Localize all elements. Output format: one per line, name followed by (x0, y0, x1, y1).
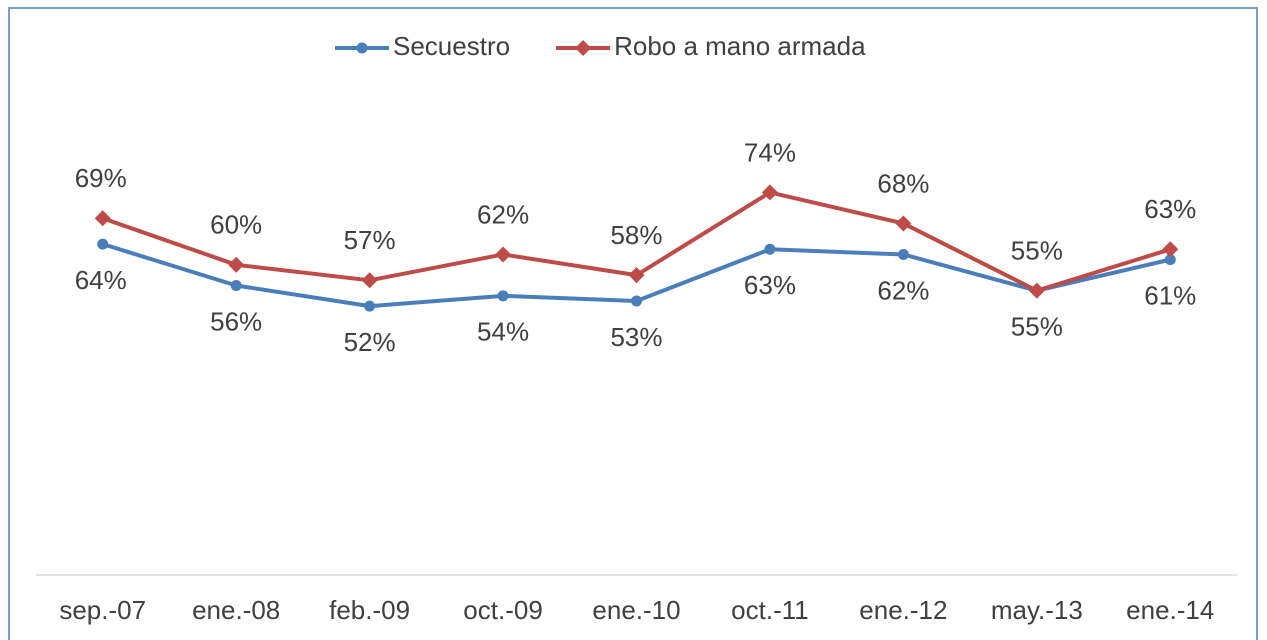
data-label: 63% (1144, 194, 1196, 224)
data-label: 55% (1011, 236, 1063, 266)
data-label: 62% (877, 275, 929, 305)
diamond-marker (1028, 282, 1045, 299)
diamond-marker (228, 256, 245, 273)
chart-frame (8, 7, 1258, 640)
circle-marker (1164, 254, 1176, 266)
data-label: 52% (344, 327, 396, 357)
data-label: 64% (75, 265, 127, 295)
data-label: 58% (610, 220, 662, 250)
data-label: 62% (477, 199, 529, 229)
x-tick-label: feb.-09 (329, 595, 410, 625)
data-label: 69% (75, 163, 127, 193)
data-label: 74% (744, 137, 796, 167)
diamond-marker (94, 210, 111, 227)
diamond-marker (575, 40, 592, 56)
data-label: 63% (744, 270, 796, 300)
x-tick-label: oct.-09 (463, 595, 543, 625)
data-label: 61% (1144, 281, 1196, 311)
legend-label: Secuestro (393, 31, 510, 61)
data-label: 55% (1011, 312, 1063, 342)
x-tick-label: ene.-10 (592, 595, 680, 625)
x-tick-label: may.-13 (991, 595, 1083, 625)
x-tick-label: sep.-07 (59, 595, 146, 625)
diamond-marker (761, 184, 778, 201)
data-label: 60% (210, 210, 262, 240)
circle-marker (631, 295, 642, 307)
diamond-marker (1162, 241, 1179, 258)
legend-label: Robo a mano armada (614, 31, 866, 61)
data-label: 57% (344, 225, 396, 255)
data-label: 54% (477, 317, 529, 347)
x-tick-label: ene.-08 (192, 595, 280, 625)
circle-marker (364, 300, 376, 312)
diamond-marker (895, 215, 912, 232)
diamond-marker (361, 272, 378, 289)
circle-marker (497, 290, 509, 302)
data-label: 56% (210, 306, 262, 336)
diamond-marker (495, 246, 512, 263)
data-label: 68% (877, 168, 929, 198)
circle-marker (97, 238, 109, 250)
diamond-marker (628, 267, 645, 284)
data-label: 53% (610, 322, 662, 352)
x-tick-label: oct.-11 (731, 595, 809, 625)
x-tick-label: ene.-14 (1126, 595, 1214, 625)
circle-marker (230, 279, 242, 291)
circle-marker (897, 248, 909, 260)
circle-marker (764, 243, 776, 255)
circle-marker (356, 42, 368, 54)
x-tick-label: ene.-12 (859, 595, 947, 625)
